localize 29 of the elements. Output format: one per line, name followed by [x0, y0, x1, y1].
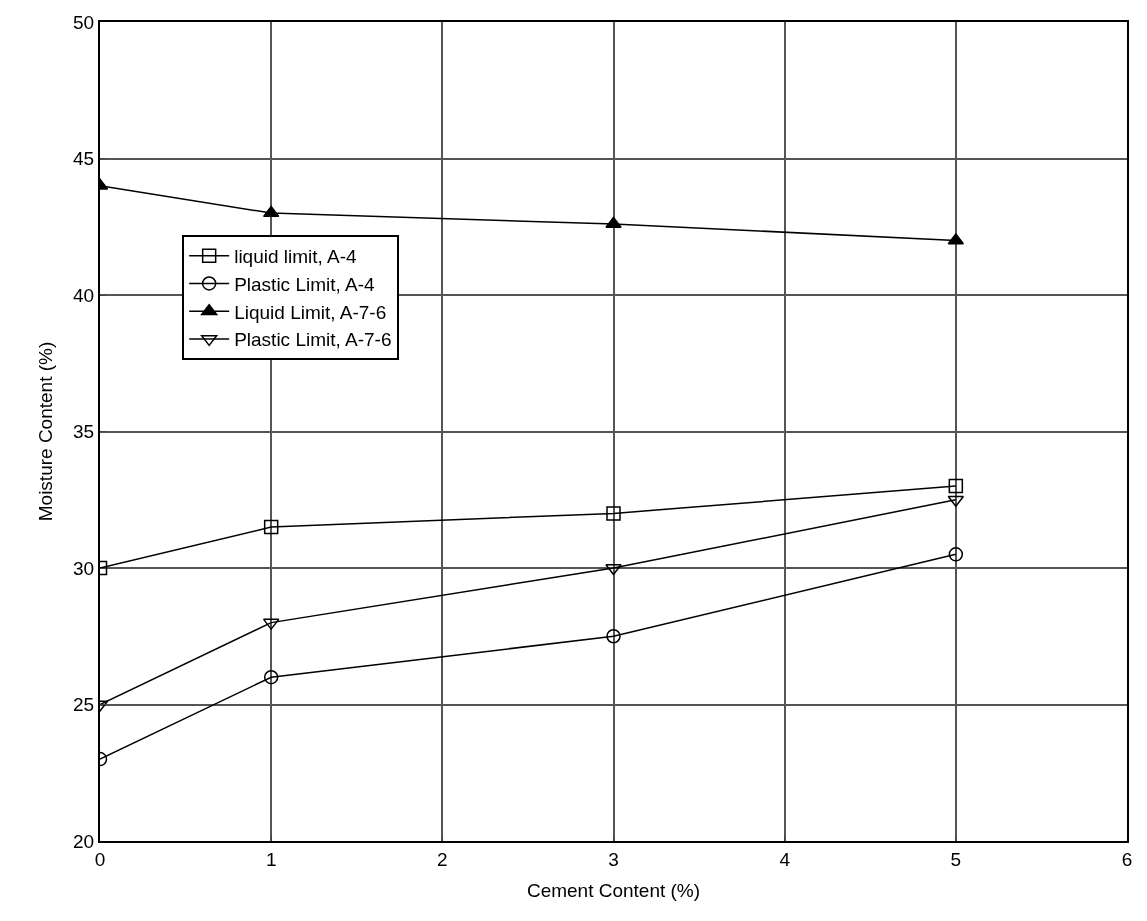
y-tick-label: 25	[73, 694, 95, 716]
y-axis-title: Moisture Content (%)	[35, 341, 57, 522]
point	[948, 547, 964, 562]
x-tick-label: 5	[950, 848, 962, 870]
legend-label: Plastic Limit, A-7-6	[234, 329, 392, 351]
x-tick-label: 0	[94, 848, 106, 870]
point	[606, 629, 621, 644]
point	[263, 519, 279, 535]
x-tick-label: 3	[608, 848, 619, 870]
point	[605, 564, 622, 576]
y-tick-label: 50	[73, 11, 95, 33]
legend-label: Plastic Limit, A-4	[234, 273, 376, 295]
point	[605, 216, 622, 229]
y-tick-label: 35	[73, 421, 95, 443]
x-axis-title: Cement Content (%)	[526, 880, 701, 902]
y-tick-label: 30	[73, 557, 95, 579]
x-tick-label: 4	[779, 848, 791, 870]
point	[263, 669, 279, 685]
y-tick-label: 45	[73, 148, 95, 170]
legend-label: liquid limit, A-4	[234, 246, 358, 268]
legend-label: Liquid Limit, A-7-6	[234, 301, 387, 323]
point	[948, 478, 964, 494]
x-tick-label: 6	[1121, 848, 1133, 870]
point	[606, 506, 621, 521]
point	[262, 205, 280, 218]
x-tick-label: 1	[265, 848, 277, 870]
y-tick-label: 40	[73, 284, 95, 306]
x-tick-label: 2	[437, 848, 448, 870]
y-tick-label: 20	[73, 830, 95, 852]
